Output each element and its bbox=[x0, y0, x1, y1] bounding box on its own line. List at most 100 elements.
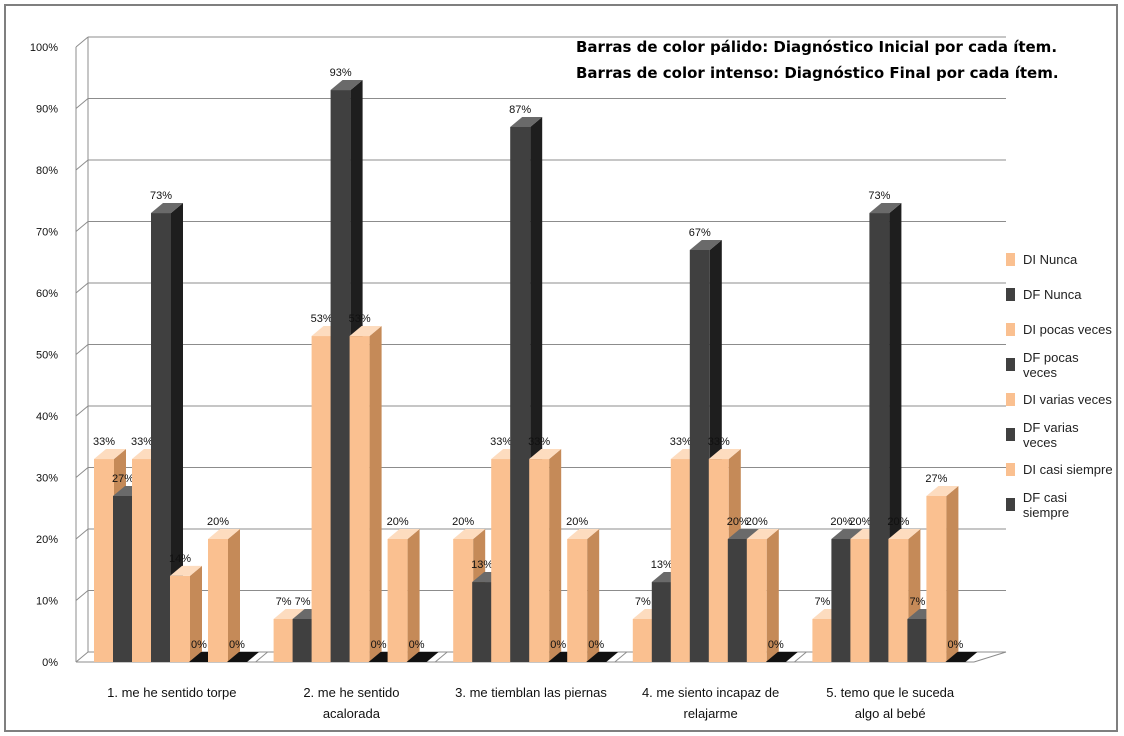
data-label: 53% bbox=[349, 313, 371, 325]
bar-2-di-pocas-veces bbox=[311, 336, 332, 662]
side-grid-line bbox=[75, 159, 89, 171]
bar-3-di-varias-veces-top bbox=[529, 449, 562, 460]
y-tick-label: 80% bbox=[36, 165, 58, 177]
data-label: 33% bbox=[528, 436, 550, 448]
y-tick-label: 20% bbox=[36, 534, 58, 546]
legend-label: DI varias veces bbox=[1023, 392, 1112, 407]
annotation-initial: Barras de color pálido: Diagnóstico Inic… bbox=[576, 38, 1058, 56]
bar-3-di-nunca bbox=[453, 539, 474, 662]
data-label: 20% bbox=[746, 516, 768, 528]
legend-label: DI casi siempre bbox=[1023, 462, 1113, 477]
y-tick-label: 40% bbox=[36, 411, 58, 423]
category-divider bbox=[614, 651, 628, 663]
bar-2-di-nunca-top bbox=[273, 608, 306, 619]
chart-frame: 0% 10% 20% 30% 40% 50% 60% 70% 80% 90% 100% 33% 27% 3… bbox=[4, 4, 1118, 732]
bar-5-df-pocas-veces-top bbox=[869, 203, 902, 214]
bar-4-di-pocas-veces bbox=[670, 459, 691, 662]
bar-3-di-pocas-veces bbox=[491, 459, 512, 662]
bar-3-di-casi-siempre-top bbox=[567, 529, 600, 539]
side-grid-line bbox=[75, 467, 89, 478]
bar-1-di-casi-siempre bbox=[208, 539, 228, 662]
category-label: 4. me siento incapaz de relajarme bbox=[641, 685, 780, 721]
bar-2-df-nunca bbox=[292, 618, 313, 662]
bar-2-df-pocas-veces-top bbox=[330, 80, 363, 91]
legend-swatch bbox=[1006, 463, 1015, 476]
data-label: 0% bbox=[588, 639, 604, 651]
data-label: 0% bbox=[947, 639, 963, 651]
bar-1-di-varias-veces-side bbox=[190, 565, 202, 662]
legend-item: DF varias veces bbox=[1006, 417, 1116, 452]
data-label: 20% bbox=[207, 516, 229, 528]
side-grid-line bbox=[75, 590, 89, 601]
data-label: 33% bbox=[490, 436, 512, 448]
bar-2-di-casi-siempre bbox=[387, 539, 408, 662]
bar-1-di-casi-siempre-top bbox=[208, 529, 240, 539]
data-label: 20% bbox=[387, 516, 409, 528]
legend-item: DI casi siempre bbox=[1006, 452, 1116, 487]
bar-1-di-pocas-veces bbox=[132, 459, 152, 662]
legend-swatch bbox=[1006, 428, 1015, 441]
bar-1-df-nunca bbox=[113, 495, 133, 662]
bar-4-df-nunca bbox=[651, 582, 672, 662]
side-grid-line bbox=[75, 221, 89, 232]
bar-5-df-varias-veces bbox=[907, 618, 928, 662]
data-label: 0% bbox=[768, 639, 784, 651]
bar-3-df-pocas-veces-top bbox=[510, 116, 543, 127]
bar-4-di-varias-veces bbox=[708, 459, 729, 662]
bar-1-di-varias-veces bbox=[170, 575, 190, 662]
bar-5-di-pocas-veces bbox=[850, 539, 871, 662]
data-label: 13% bbox=[651, 559, 673, 571]
data-label: 0% bbox=[229, 639, 245, 651]
data-label: 20% bbox=[566, 516, 588, 528]
bar-5-di-casi-siempre-top bbox=[926, 485, 959, 496]
bar-5-di-varias-veces-top bbox=[888, 529, 921, 539]
legend-item: DF Nunca bbox=[1006, 277, 1116, 312]
data-label: 13% bbox=[471, 559, 493, 571]
side-grid-line bbox=[75, 36, 89, 48]
legend-swatch bbox=[1006, 498, 1015, 511]
bar-1-di-nunca-top bbox=[94, 449, 126, 460]
bar-4-df-varias-veces-top bbox=[727, 529, 760, 539]
bar-2-df-pocas-veces bbox=[330, 90, 351, 663]
bar-4-di-casi-siempre-top bbox=[746, 529, 779, 539]
legend-swatch bbox=[1006, 323, 1015, 336]
category-divider bbox=[794, 651, 807, 663]
bar-3-df-nunca bbox=[472, 582, 493, 662]
y-tick-label: 70% bbox=[36, 227, 58, 239]
bar-5-df-nunca bbox=[831, 539, 852, 662]
data-label: 7% bbox=[814, 596, 830, 608]
bar-2-di-casi-siempre-side bbox=[407, 529, 420, 662]
side-grid-line bbox=[75, 528, 89, 540]
data-label: 0% bbox=[409, 639, 425, 651]
category-label: 5. temo que le suceda algo al bebé bbox=[826, 685, 955, 721]
data-label: 27% bbox=[112, 473, 134, 485]
data-label: 0% bbox=[550, 639, 566, 651]
bar-2-di-varias-veces-side bbox=[369, 326, 382, 662]
bar-5-df-pocas-veces bbox=[869, 213, 890, 663]
bar-2-df-casi-siempre-top bbox=[406, 652, 439, 662]
data-label: 20% bbox=[830, 516, 852, 528]
bar-2-di-varias-veces-top bbox=[349, 326, 382, 337]
data-label: 20% bbox=[849, 516, 871, 528]
side-grid-line bbox=[75, 344, 89, 355]
legend-label: DF casi siempre bbox=[1022, 489, 1070, 520]
bar-3-df-casi-siempre-top bbox=[586, 652, 619, 662]
category-divider bbox=[434, 651, 448, 663]
bar-5-di-nunca bbox=[812, 618, 833, 662]
legend: DI Nunca DF Nunca DI pocas veces DF pocas v… bbox=[1006, 242, 1116, 522]
bar-5-di-varias-veces bbox=[888, 539, 909, 662]
legend-swatch bbox=[1006, 253, 1015, 266]
legend-item: DF casi siempre bbox=[1006, 487, 1116, 522]
data-label: 53% bbox=[311, 313, 333, 325]
bar-4-di-casi-siempre bbox=[746, 539, 767, 662]
data-label: 7% bbox=[909, 596, 925, 608]
legend-label: DF Nunca bbox=[1023, 287, 1082, 302]
bar-1-df-pocas-veces-side bbox=[171, 203, 183, 663]
bar-4-df-pocas-veces-top bbox=[689, 239, 722, 250]
data-label: 33% bbox=[708, 436, 730, 448]
y-tick-label: 10% bbox=[36, 596, 58, 608]
data-label: 0% bbox=[191, 639, 207, 651]
bar-1-df-casi-siempre-top bbox=[227, 652, 259, 662]
bar-2-di-nunca bbox=[273, 618, 294, 662]
data-label: 73% bbox=[150, 190, 172, 202]
